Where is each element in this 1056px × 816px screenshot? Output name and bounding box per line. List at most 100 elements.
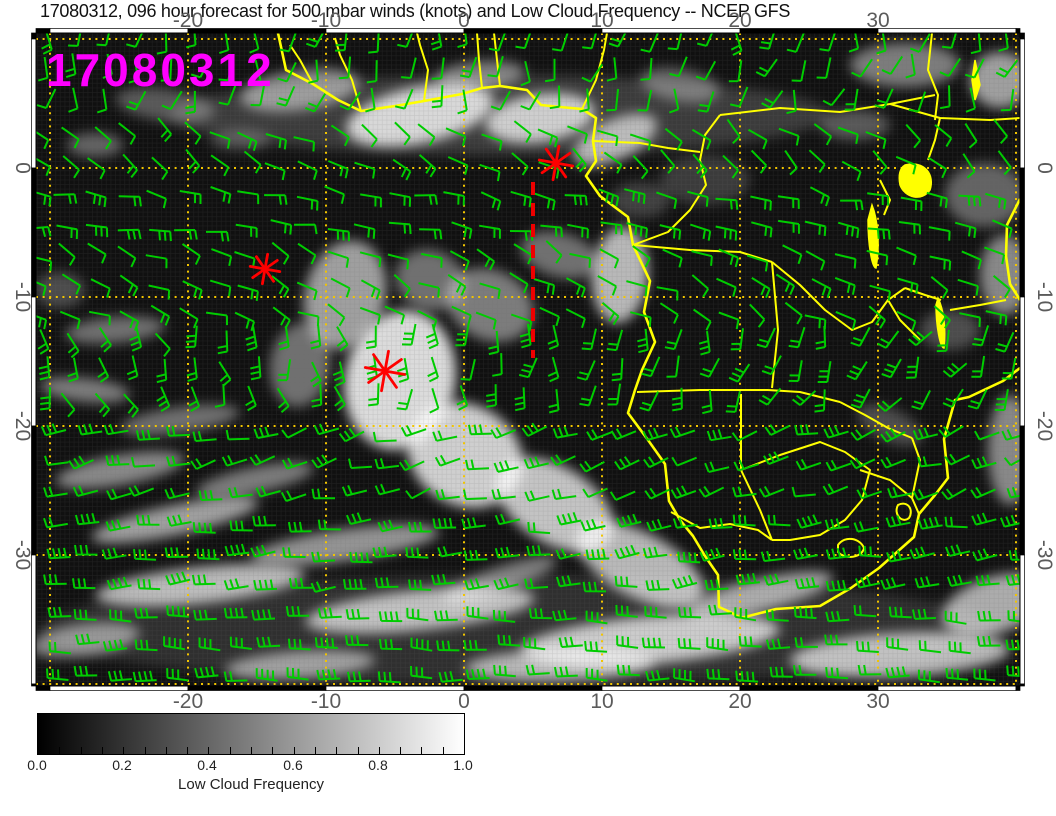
wind-barb	[494, 513, 521, 526]
wind-barb	[519, 323, 532, 349]
wind-barb	[74, 544, 98, 556]
wind-barb	[775, 273, 796, 296]
wind-barb	[887, 487, 913, 499]
wind-barb	[468, 424, 492, 436]
wind-barb	[730, 33, 743, 56]
wind-barb	[718, 248, 740, 268]
wind-barb	[368, 383, 380, 407]
wind-barb	[866, 249, 889, 266]
wind-barb	[149, 228, 172, 242]
wind-barb	[959, 312, 981, 328]
wind-barb	[449, 250, 470, 271]
wind-barb	[857, 664, 882, 676]
wind-barb	[317, 607, 342, 619]
wind-barb	[825, 459, 852, 472]
wind-barb	[917, 516, 943, 530]
wind-barb	[692, 153, 708, 179]
wind-barb	[488, 33, 506, 52]
wind-barb	[954, 221, 977, 239]
wind-barb	[365, 355, 378, 381]
wind-barb	[706, 637, 729, 652]
wind-barb	[609, 490, 636, 501]
wind-barb	[732, 486, 757, 498]
wind-barb	[271, 241, 290, 265]
wind-barb	[946, 574, 972, 587]
wind-barb	[607, 383, 622, 406]
wind-barb	[732, 514, 756, 527]
wind-barb	[552, 609, 577, 622]
wind-barb	[109, 609, 132, 623]
wind-barb	[397, 33, 414, 48]
wind-barb	[819, 33, 836, 52]
axis-lon-bottom: 0	[458, 690, 470, 710]
wind-barb	[438, 671, 463, 683]
wind-barb	[794, 424, 819, 436]
wind-barb	[1006, 486, 1020, 499]
wind-barb	[585, 549, 610, 561]
wind-barb	[837, 221, 860, 239]
wind-barb	[179, 307, 199, 329]
wind-barb	[858, 545, 882, 558]
frame-segment-right	[1019, 683, 1025, 687]
wind-barb	[558, 636, 583, 648]
country-border	[289, 44, 314, 85]
wind-barb	[278, 325, 290, 351]
wind-barb	[360, 193, 382, 208]
wind-barb	[447, 156, 469, 175]
wind-barb	[353, 223, 376, 239]
wind-barb	[463, 489, 487, 501]
wind-barb	[276, 387, 290, 414]
wind-barb	[671, 456, 697, 467]
wind-barb	[552, 33, 569, 52]
frame-segment-bottom	[877, 685, 1017, 691]
wind-barb	[366, 325, 377, 350]
wind-barb	[698, 330, 711, 356]
wind-barb	[396, 388, 414, 411]
wind-barb	[148, 284, 171, 300]
wind-barb	[896, 310, 917, 331]
wind-barb	[626, 280, 648, 297]
axis-lon-bottom: -20	[173, 690, 203, 710]
wind-barb	[160, 58, 173, 82]
wind-barb	[166, 605, 189, 618]
colorbar-title: Low Cloud Frequency	[178, 776, 324, 793]
wind-barb	[761, 355, 782, 376]
wind-barb	[277, 359, 292, 382]
lake-outline	[971, 59, 981, 101]
wind-barb-layer	[36, 33, 1020, 684]
wind-barb	[311, 488, 335, 500]
wind-barb	[751, 221, 773, 238]
wind-barb	[749, 303, 766, 328]
wind-barb	[793, 547, 818, 560]
wind-barb	[102, 639, 128, 652]
wind-barb	[748, 128, 768, 150]
wind-barb	[782, 244, 803, 265]
wind-barb	[869, 284, 891, 301]
wind-barb	[191, 574, 216, 586]
colorbar-minor-tick	[144, 747, 146, 754]
wind-barb	[65, 53, 77, 79]
colorbar-minor-tick	[123, 747, 125, 754]
wind-barb	[520, 90, 542, 111]
axis-lat-right: -20	[1033, 411, 1056, 441]
wind-barb	[704, 461, 730, 473]
wind-barb	[354, 161, 376, 179]
wind-barb	[885, 666, 910, 679]
colorbar-minor-tick	[208, 747, 210, 754]
colorbar-minor-tick	[229, 747, 231, 754]
wind-barb	[77, 423, 103, 436]
wind-barb	[161, 90, 183, 111]
wind-barb	[107, 670, 133, 682]
axis-lon-top: -20	[173, 9, 203, 32]
wind-barb	[218, 33, 230, 55]
wind-barb	[43, 516, 68, 529]
wind-barb	[706, 428, 732, 442]
country-border	[879, 179, 891, 216]
wind-barb	[460, 358, 476, 381]
wind-barb	[614, 456, 640, 471]
wind-barb	[345, 635, 369, 647]
wind-barb	[105, 519, 131, 532]
wind-barb	[418, 282, 440, 298]
wind-barb	[518, 357, 538, 379]
frame-segment-right	[1019, 554, 1025, 685]
